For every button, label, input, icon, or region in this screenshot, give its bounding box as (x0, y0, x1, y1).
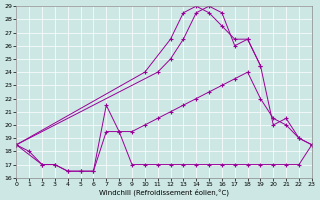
X-axis label: Windchill (Refroidissement éolien,°C): Windchill (Refroidissement éolien,°C) (99, 188, 229, 196)
